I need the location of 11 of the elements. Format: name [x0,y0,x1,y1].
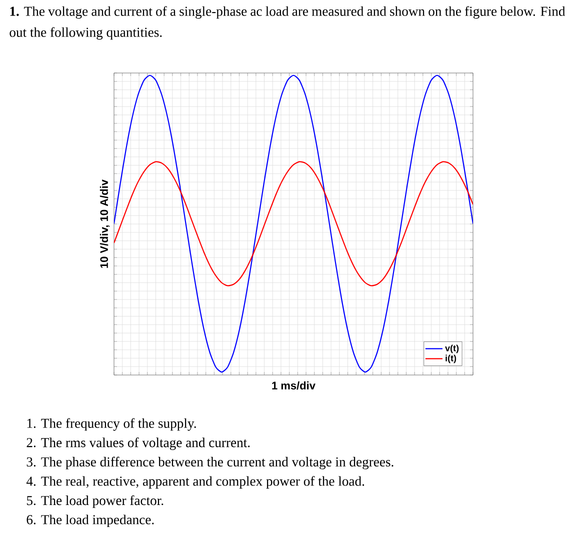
y-axis-title: 10 V/div, 10 A/div [100,180,110,268]
legend-label: v(t) [445,344,459,354]
text: 2. The rms values of voltage and current. [26,438,250,450]
text: 1. The frequency of the supply. [27,418,196,431]
text: 3. The phase difference between the current and voltage in degrees. [26,456,394,470]
text: 4. The real, reactive, apparent and complex power of the load. [26,476,364,489]
chart-title: 1. The voltage and current of a single-phase ac load are measured and shown on the figure below. Find out the following quantities. [10,6,566,40]
text: 6. The load impedance. [26,514,154,528]
x-axis-title: 1 ms/div [272,381,316,390]
legend-label: i(t) [446,354,456,364]
text: 5. The load power factor. [26,495,164,508]
